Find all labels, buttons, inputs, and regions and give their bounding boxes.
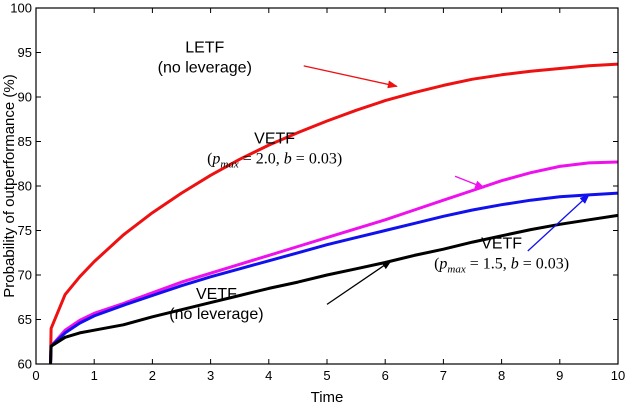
annotation-label: (no leverage) [169,306,263,323]
y-tick-label: 70 [18,268,32,283]
y-tick-label: 75 [18,223,32,238]
x-tick-label: 2 [149,368,156,383]
annotation-label: LETF [185,40,224,57]
annotation-arrow [527,194,590,252]
annotation-layer: LETF (no leverage) VETF (pmax = 2.0, b = 0.… [158,40,590,323]
y-tick-label: 95 [18,45,32,60]
series-layer [49,62,619,365]
x-tick-label: 7 [440,368,447,383]
series-line [49,213,619,365]
annotation-label: VETF [196,286,237,303]
x-tick-label: 4 [265,368,272,383]
annotation-label: (pmax = 2.0, b = 0.03) [207,150,342,170]
annotation-label: VETF [254,130,295,147]
annotation-label: (no leverage) [158,60,252,77]
annotation-arrow [303,65,398,89]
x-tick-label: 9 [556,368,563,383]
y-tick-label: 65 [18,312,32,327]
y-tick-label: 60 [18,357,32,372]
y-tick-label: 85 [18,134,32,149]
series-line [49,160,619,365]
x-tick-label: 1 [91,368,98,383]
x-tick-label: 8 [498,368,505,383]
plot-frame [35,7,619,365]
y-tick-label: 100 [10,1,32,16]
annotation-arrow [454,175,486,189]
annotation-label: (pmax = 1.5, b = 0.03) [434,255,569,275]
x-axis-title: Time [311,389,344,406]
y-axis-title: Probability of outperformance (%) [1,74,18,297]
x-tick-label: 3 [207,368,214,383]
x-tick-label: 5 [323,368,330,383]
annotation-arrow [326,260,392,305]
x-tick-label: 6 [382,368,389,383]
tick-layer: 0 1 2 3 4 5 6 7 8 9 10 60 65 70 75 80 85 90 95 100 [10,1,625,384]
annotation-label: VETF [481,235,522,252]
x-tick-label: 10 [611,368,625,383]
series-line [49,191,619,365]
series-line [49,62,619,365]
y-tick-label: 80 [18,179,32,194]
x-tick-label: 0 [32,368,39,383]
y-tick-label: 90 [18,90,32,105]
